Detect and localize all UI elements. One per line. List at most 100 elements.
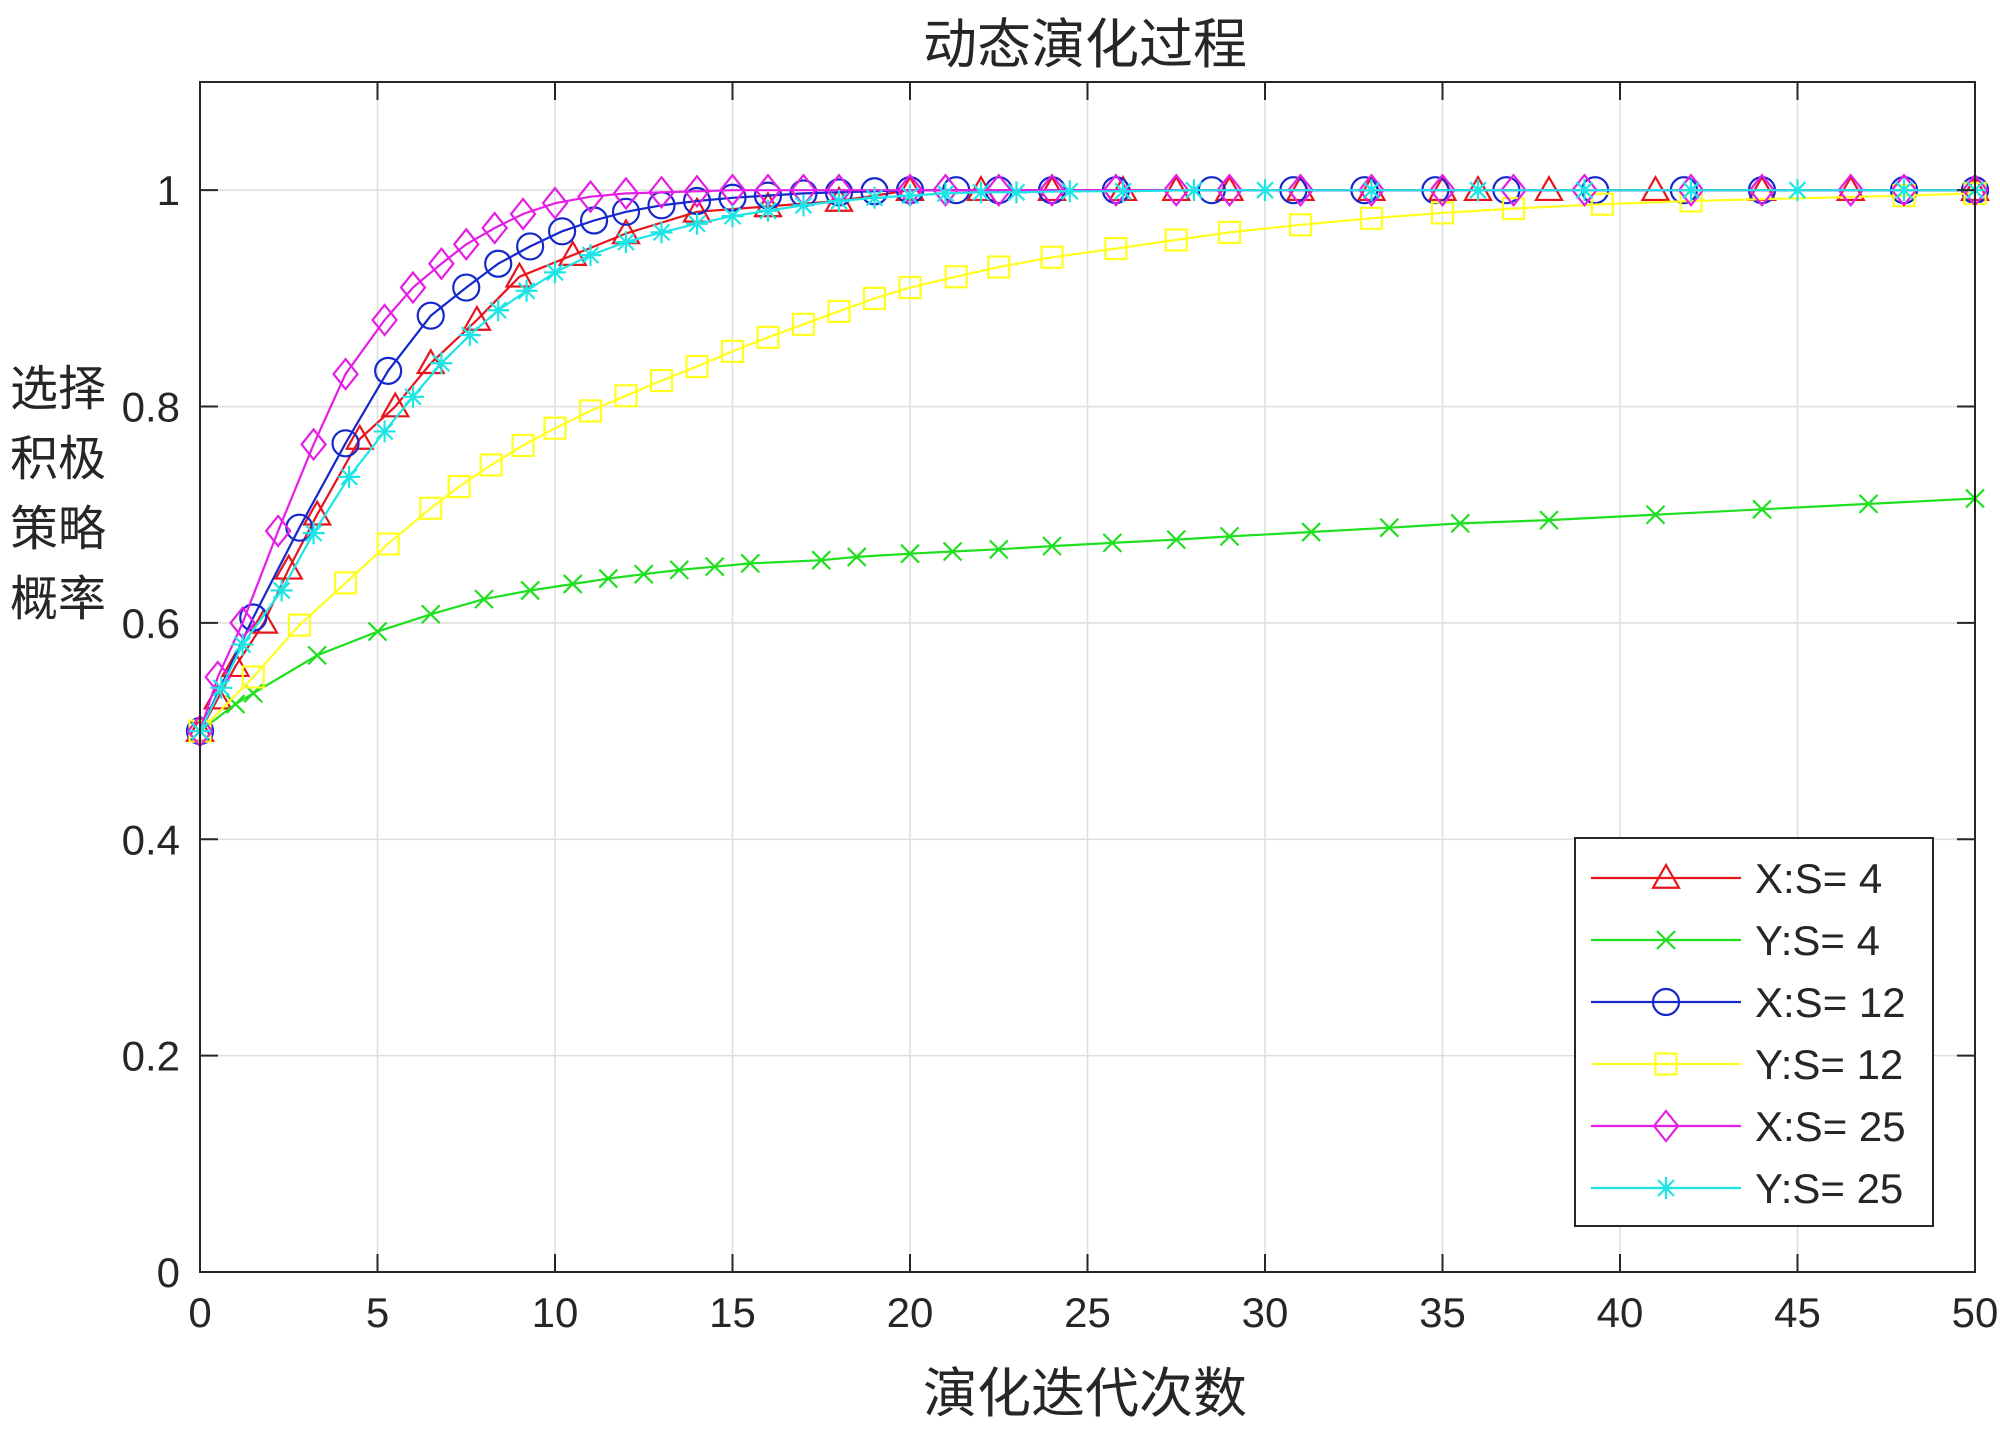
x-marker: [1656, 930, 1676, 950]
diamond-marker: [985, 173, 1013, 207]
diamond-marker: [1748, 173, 1776, 207]
x-marker: [1219, 526, 1240, 547]
asterisk-marker: [1112, 180, 1134, 203]
x-marker: [988, 539, 1009, 560]
diamond-marker: [1652, 1109, 1680, 1143]
y-axis-label-line: 积极: [10, 431, 106, 487]
square-marker: [419, 496, 443, 520]
asterisk-marker: [721, 205, 744, 228]
asterisk-marker: [792, 194, 815, 217]
diamond-marker: [1837, 173, 1865, 207]
chart-title: 动态演化过程: [923, 13, 1247, 76]
square-marker: [1288, 213, 1313, 237]
y-axis-label-line: 概率: [10, 571, 106, 627]
triangle-marker: [1214, 174, 1245, 202]
triangle-marker: [249, 607, 279, 634]
x-marker: [900, 543, 920, 564]
triangle-marker: [1835, 174, 1866, 202]
diamond-marker: [932, 173, 959, 207]
legend-entry: Y:S= 4: [1591, 917, 1880, 964]
y-tick-label: 0.4: [122, 816, 180, 863]
asterisk-marker: [757, 199, 779, 222]
triangle-marker: [1640, 174, 1671, 202]
square-marker: [511, 433, 535, 458]
legend-box: [1574, 837, 1934, 1227]
y-tick-label: 0: [157, 1249, 180, 1296]
tick-labels: 0 5 10 15 20 25 30 35 40 45 50 0 0.2 0.4 0.6 0.8 1: [122, 167, 1999, 1336]
axes: [199, 81, 1976, 1273]
legend-label: X:S= 25: [1755, 1103, 1906, 1150]
asterisk-marker: [650, 221, 673, 244]
circle-marker: [516, 232, 545, 261]
circle-marker: [1651, 987, 1681, 1017]
asterisk-marker: [302, 522, 325, 545]
y-tick-label: 0.6: [122, 600, 180, 647]
square-marker: [1590, 192, 1614, 216]
triangle-marker: [504, 261, 535, 288]
diamond-marker: [1038, 173, 1066, 207]
asterisk-marker: [1058, 180, 1081, 203]
x-marker: [669, 560, 690, 580]
x-tick-label: 10: [532, 1289, 579, 1336]
square-marker: [578, 399, 603, 423]
legend-entry: X:S= 12: [1591, 979, 1906, 1026]
triangle-marker: [380, 391, 411, 418]
asterisk-marker: [402, 385, 424, 408]
x-marker: [474, 589, 494, 609]
diamond-marker: [541, 186, 569, 220]
asterisk-marker: [231, 633, 254, 656]
circle-marker: [452, 273, 481, 302]
x-marker: [420, 604, 441, 625]
diamond-marker: [1216, 173, 1243, 207]
triangle-marker: [1037, 174, 1067, 202]
square-marker: [1217, 220, 1242, 244]
asterisk-marker: [970, 181, 992, 204]
x-marker: [1645, 504, 1666, 525]
square-marker: [1040, 245, 1064, 269]
asterisk-marker: [270, 579, 293, 602]
asterisk-marker: [615, 231, 637, 254]
square-marker: [1359, 206, 1384, 230]
square-marker: [1501, 196, 1526, 221]
circle-marker: [611, 197, 641, 226]
x-tick-label: 20: [887, 1289, 934, 1336]
square-marker: [791, 312, 816, 336]
x-marker: [1752, 499, 1772, 520]
square-marker: [479, 453, 503, 477]
square-marker: [649, 368, 674, 393]
asterisk-marker: [899, 184, 921, 207]
square-marker: [1430, 201, 1455, 225]
x-marker: [1858, 494, 1879, 514]
diamond-marker: [1890, 173, 1918, 207]
series-line: [199, 192, 1976, 732]
x-marker: [225, 694, 246, 714]
asterisk-marker: [1786, 179, 1809, 202]
x-marker: [942, 541, 963, 562]
square-marker: [987, 255, 1011, 279]
y-tick-label: 0.2: [122, 1033, 180, 1080]
triangle-marker: [220, 650, 251, 678]
x-marker: [1379, 517, 1400, 538]
x-marker: [307, 645, 327, 666]
x-tick-label: 45: [1774, 1289, 1821, 1336]
diamond-marker: [1287, 173, 1314, 207]
asterisk-marker: [1655, 1177, 1677, 1199]
diamond-marker: [1162, 173, 1190, 207]
x-tick-label: 0: [188, 1289, 211, 1336]
square-marker: [447, 475, 471, 499]
square-marker: [543, 416, 567, 440]
diamond-marker: [332, 357, 359, 391]
square-marker: [827, 299, 851, 323]
x-marker: [704, 556, 725, 577]
asterisk-marker: [373, 420, 396, 443]
y-axis-label-line: 策略: [10, 501, 106, 557]
triangle-marker: [302, 499, 333, 526]
x-tick-label: 50: [1952, 1289, 1999, 1336]
x-tick-label: 35: [1419, 1289, 1466, 1336]
asterisk-marker: [338, 465, 361, 488]
square-marker: [241, 665, 265, 689]
legend-label: Y:S= 12: [1755, 1041, 1903, 1088]
x-marker: [598, 568, 619, 589]
legend-entry: Y:S= 12: [1591, 1041, 1903, 1088]
